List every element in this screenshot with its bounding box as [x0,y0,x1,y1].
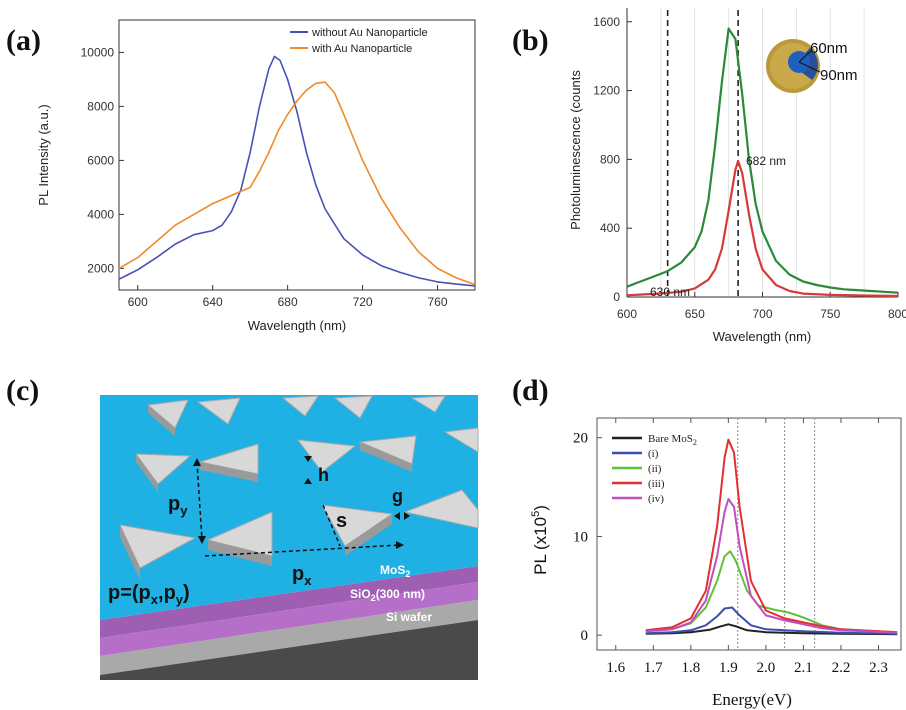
y-tick-label: 4000 [87,207,114,221]
panel-a-letter: (a) [6,24,41,57]
legend-d-label-name: Bare MoS [648,433,693,445]
x-tick-label: 2.3 [869,660,888,676]
panel-d-legend: Bare MoS2(i)(ii)(iii)(iv) [612,433,697,505]
y-tick-label: 1200 [593,84,620,98]
legend-d-label: (iii) [648,478,665,490]
panel-d: (d) 1.6 1.7 1.8 1.9 2.0 2.1 2.2 2.3 0 10 20 Bare M… [512,374,901,709]
panel-b-inset-nanoparticle: 60nm 90nm [766,39,858,93]
panel-d-series-2 [646,551,897,632]
legend-d-label: (ii) [648,463,662,475]
panel-a-series-0 [119,56,475,286]
y-tick-label: 800 [600,152,620,166]
x-tick-label: 600 [617,307,637,321]
label-si-wafer: Si wafer [386,610,432,624]
panel-d-xlabel: Energy(eV) [712,690,792,709]
panel-a-frame [119,20,475,290]
x-tick-label: 1.8 [681,660,700,676]
x-tick-label: 800 [888,307,906,321]
legend-d-label-name: (iii) [648,478,665,490]
panel-c-letter: (c) [6,374,39,407]
y-tick-label: 400 [600,221,620,235]
y-tick-label: 0 [581,628,589,644]
legend-d-label: (iv) [648,493,664,505]
x-tick-label: 760 [428,295,448,309]
legend-d-label-name: (iv) [648,493,664,505]
label-sio2: SiO2(300 nm) [350,587,425,603]
x-tick-label: 2.0 [757,660,776,676]
x-tick-label: 1.6 [606,660,625,676]
panel-b-annot-630: 630 nm [650,285,690,299]
legend-d-label: (i) [648,448,659,460]
y-tick-label: 10000 [81,45,115,59]
y-tick-label: 6000 [87,153,114,167]
panel-a: (a) 600 640 680 720 760 2000 4000 6000 8000 10000… [6,20,475,333]
inset-label-60nm: 60nm [810,40,848,57]
panel-c: (c) [6,374,478,680]
label-s: s [336,510,347,532]
legend-d-label-name: (i) [648,448,659,460]
y-tick-label: 10 [573,529,588,545]
legend-a-label-1: without Au Nanoparticle [311,27,428,39]
panel-a-xlabel: Wavelength (nm) [248,318,347,333]
legend-a-label-2: with Au Nanoparticle [311,43,412,55]
y-tick-label: 2000 [87,261,114,275]
x-tick-label: 1.9 [719,660,738,676]
legend-d-label: Bare MoS2 [648,433,697,447]
x-tick-label: 720 [353,295,373,309]
label-g: g [392,486,403,506]
panel-d-series-3 [646,440,897,633]
panel-d-ticks: 1.6 1.7 1.8 1.9 2.0 2.1 2.2 2.3 0 10 20 [573,418,888,676]
label-h: h [318,465,329,485]
y-tick-label: 1600 [593,15,620,29]
panel-d-lines [646,440,897,635]
legend-d-label-name: (ii) [648,463,662,475]
panel-a-legend: without Au Nanoparticle with Au Nanopart… [290,27,428,55]
panel-b-vlines [668,10,738,297]
x-tick-label: 600 [128,295,148,309]
y-tick-label: 0 [613,290,620,304]
y-tick-label: 20 [573,431,588,447]
panel-b: (b) 600 650 700 750 800 0 400 800 1200 1600 682 n… [512,8,906,344]
y-tick-label: 8000 [87,99,114,113]
x-tick-label: 680 [278,295,298,309]
panel-a-lines [119,56,475,286]
x-tick-label: 700 [752,307,772,321]
panel-d-frame [597,418,901,650]
panel-b-annot-682: 682 nm [746,154,786,168]
panel-b-ylabel: Photoluminescence (counts [568,70,583,230]
x-tick-label: 2.1 [794,660,813,676]
panel-a-ylabel: PL Intensity (a.u.) [36,104,51,205]
x-tick-label: 650 [685,307,705,321]
panel-d-letter: (d) [512,374,549,407]
panel-b-xlabel: Wavelength (nm) [713,329,812,344]
panel-d-ylabel: PL (x105) [530,505,550,575]
legend-d-label-sub: 2 [693,438,697,447]
x-tick-label: 640 [203,295,223,309]
x-tick-label: 1.7 [644,660,663,676]
x-tick-label: 750 [820,307,840,321]
inset-label-90nm: 90nm [820,67,858,84]
panel-b-letter: (b) [512,24,549,57]
x-tick-label: 2.2 [832,660,851,676]
